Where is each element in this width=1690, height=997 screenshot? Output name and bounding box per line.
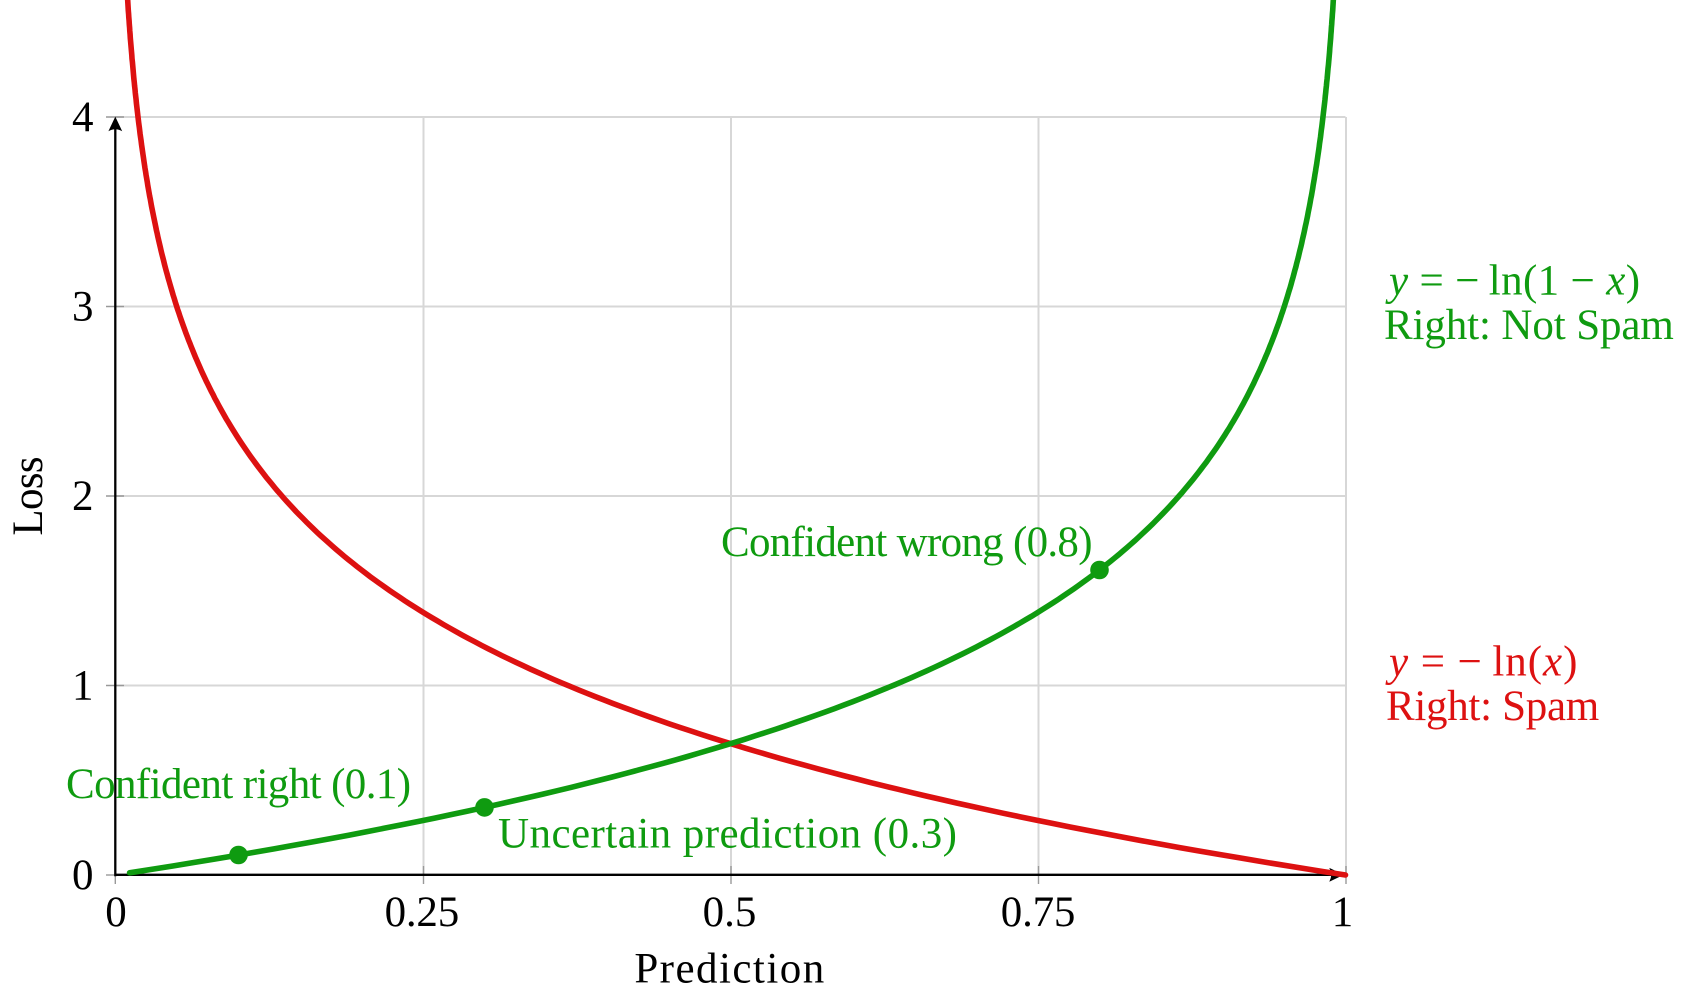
svg-text:0.75: 0.75 bbox=[1001, 889, 1075, 936]
svg-text:0: 0 bbox=[105, 889, 127, 936]
svg-text:y = − ln(1 − x): y = − ln(1 − x) bbox=[1385, 258, 1640, 305]
svg-text:1: 1 bbox=[1332, 889, 1354, 936]
svg-text:Confident wrong (0.8): Confident wrong (0.8) bbox=[721, 519, 1092, 566]
svg-text:Prediction: Prediction bbox=[634, 946, 825, 993]
svg-text:0: 0 bbox=[72, 852, 94, 899]
svg-text:Right: Not Spam: Right: Not Spam bbox=[1384, 302, 1674, 349]
svg-text:1: 1 bbox=[72, 663, 94, 710]
svg-text:0.5: 0.5 bbox=[703, 889, 757, 936]
svg-text:Uncertain prediction (0.3): Uncertain prediction (0.3) bbox=[498, 811, 957, 858]
svg-text:2: 2 bbox=[72, 473, 94, 520]
svg-text:Right: Spam: Right: Spam bbox=[1386, 683, 1599, 730]
svg-text:0.25: 0.25 bbox=[385, 889, 459, 936]
svg-text:3: 3 bbox=[72, 284, 94, 331]
svg-text:Loss: Loss bbox=[5, 457, 52, 536]
svg-text:Confident right (0.1): Confident right (0.1) bbox=[66, 761, 410, 808]
svg-text:y = − ln(x): y = − ln(x) bbox=[1385, 639, 1578, 686]
svg-text:4: 4 bbox=[72, 94, 94, 141]
